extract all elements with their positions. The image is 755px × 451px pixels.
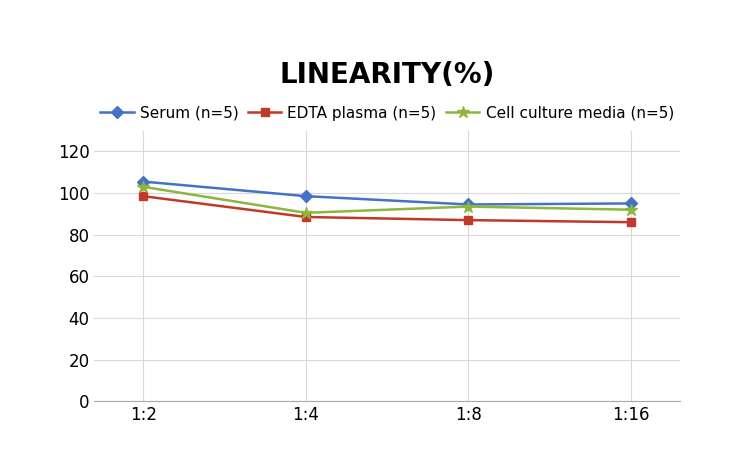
Serum (n=5) xyxy=(464,202,473,207)
Cell culture media (n=5) xyxy=(301,210,310,216)
EDTA plasma (n=5) xyxy=(464,217,473,223)
EDTA plasma (n=5) xyxy=(301,214,310,220)
Line: Cell culture media (n=5): Cell culture media (n=5) xyxy=(137,180,637,219)
Legend: Serum (n=5), EDTA plasma (n=5), Cell culture media (n=5): Serum (n=5), EDTA plasma (n=5), Cell cul… xyxy=(94,100,680,127)
Line: Serum (n=5): Serum (n=5) xyxy=(139,177,635,209)
Serum (n=5) xyxy=(301,193,310,199)
EDTA plasma (n=5) xyxy=(626,220,635,225)
EDTA plasma (n=5) xyxy=(139,193,148,199)
Serum (n=5) xyxy=(139,179,148,184)
Cell culture media (n=5) xyxy=(139,184,148,189)
Text: LINEARITY(%): LINEARITY(%) xyxy=(279,61,495,89)
Cell culture media (n=5) xyxy=(626,207,635,212)
Cell culture media (n=5) xyxy=(464,204,473,209)
Line: EDTA plasma (n=5): EDTA plasma (n=5) xyxy=(139,192,635,226)
Serum (n=5) xyxy=(626,201,635,206)
